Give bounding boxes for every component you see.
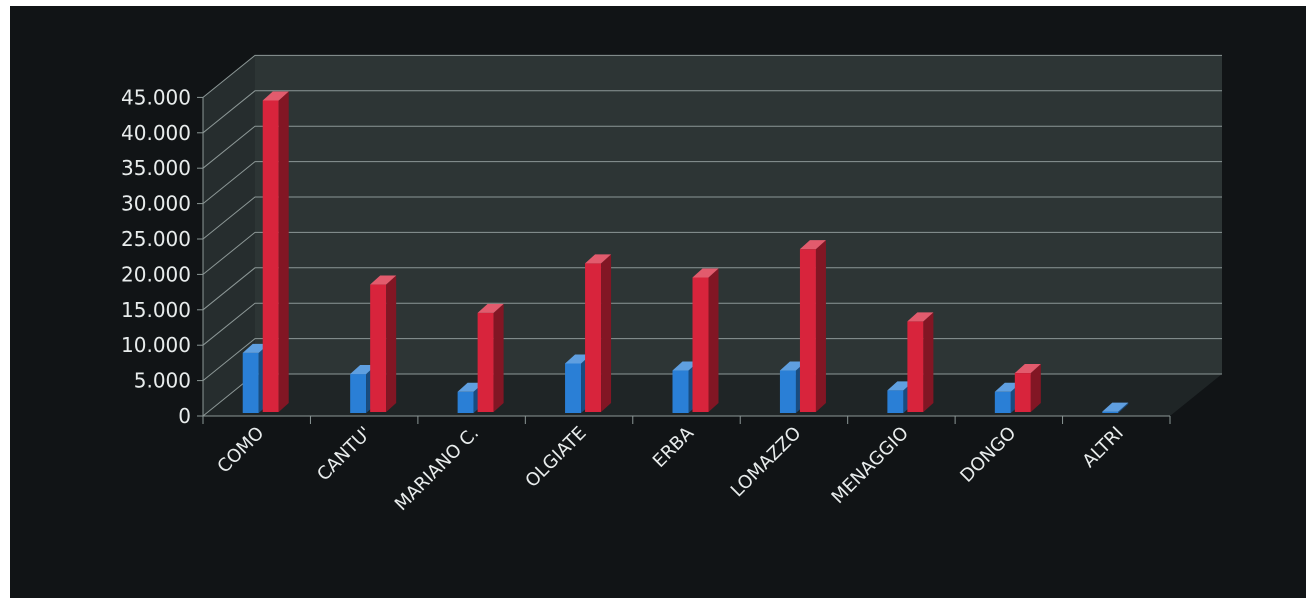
gridline	[202, 267, 1222, 311]
bar-top	[1014, 364, 1041, 374]
bar-series-2	[262, 91, 289, 412]
bar-front	[262, 100, 279, 412]
x-category-label: MARIANO C.	[391, 423, 483, 515]
bar-front	[887, 390, 904, 413]
bar-side	[278, 91, 289, 412]
x-category-label: MENAGGIO	[828, 423, 913, 508]
bar-top	[799, 240, 826, 250]
gridline	[202, 125, 1222, 169]
y-tick-label: 45.000	[121, 85, 191, 109]
x-category-label: COMO	[214, 423, 269, 478]
y-tick-label: 15.000	[121, 298, 191, 322]
y-tick-label: 35.000	[121, 156, 191, 180]
bar-side	[1030, 364, 1041, 412]
bar-top	[585, 254, 612, 264]
x-category-label: DONGO	[956, 423, 1020, 487]
x-category-label: ALTRI	[1079, 423, 1128, 472]
y-tick-label: 20.000	[121, 262, 191, 286]
bar-top	[672, 361, 699, 371]
gridline	[202, 231, 1222, 275]
bar-top	[262, 91, 289, 101]
bar-front	[370, 284, 387, 412]
bar-chart: 0 5.000 10.000 15.000 20.000 25.000 30.000 35.0…	[121, 54, 1222, 515]
bar-top	[350, 365, 377, 375]
bar-front	[994, 391, 1011, 413]
side-wall	[203, 55, 255, 417]
bar-series-1	[1102, 402, 1129, 413]
bar-front	[477, 312, 494, 412]
bar-front	[242, 352, 259, 413]
bar-front	[692, 277, 709, 412]
bar-top	[907, 312, 934, 322]
bar-front	[672, 370, 689, 413]
bar-front	[779, 370, 796, 413]
bar-side	[493, 303, 504, 412]
x-category-label: OLGIATE	[521, 423, 590, 492]
gridlines	[202, 54, 1222, 417]
bar-top	[457, 382, 484, 392]
bar-series-2	[585, 254, 612, 412]
x-category-label: LOMAZZO	[727, 423, 806, 502]
bar-series-2	[1014, 364, 1041, 412]
x-axis-ticks	[202, 416, 1171, 424]
bar-front	[565, 363, 582, 413]
gridline	[202, 90, 1222, 134]
x-category-label: CANTU'	[313, 423, 376, 486]
bar-series-2	[907, 312, 934, 412]
bar-front	[457, 391, 474, 413]
bar-front	[1102, 411, 1119, 413]
bar-front	[1014, 373, 1031, 412]
y-tick-label: 0	[178, 404, 191, 428]
gridline	[202, 54, 1222, 98]
bar-side	[386, 275, 397, 412]
bar-top	[692, 268, 719, 278]
bars	[242, 91, 1129, 413]
bar-front	[799, 249, 816, 412]
y-tick-label: 5.000	[134, 369, 191, 393]
bar-front	[350, 374, 367, 413]
gridline	[202, 302, 1222, 346]
bar-front	[907, 321, 924, 412]
gridline	[202, 338, 1222, 381]
bar-top	[1102, 402, 1129, 412]
bar-side	[708, 268, 719, 412]
y-tick-label: 10.000	[121, 333, 191, 357]
bar-series-2	[692, 268, 719, 412]
bar-series-2	[477, 303, 504, 412]
bar-top	[370, 275, 397, 285]
y-tick-label: 40.000	[121, 121, 191, 145]
chart-panel: 0 5.000 10.000 15.000 20.000 25.000 30.000 35.0…	[10, 6, 1306, 598]
bar-top	[242, 343, 269, 353]
bar-top	[994, 382, 1021, 392]
bar-top	[887, 381, 914, 391]
x-axis-category-labels: COMO CANTU' MARIANO C. OLGIATE ERBA LOMAZZO ME…	[214, 422, 1128, 515]
y-axis-tick-labels: 0 5.000 10.000 15.000 20.000 25.000 30.000 35.0…	[121, 85, 203, 428]
x-category-label: ERBA	[649, 422, 699, 472]
y-tick-label: 25.000	[121, 227, 191, 251]
bar-top	[565, 354, 592, 364]
y-tick-label: 30.000	[121, 192, 191, 216]
bar-top	[477, 303, 504, 313]
bar-side	[601, 254, 612, 412]
bar-top	[779, 361, 806, 371]
gridline	[202, 161, 1222, 204]
gridline	[202, 196, 1222, 240]
bar-series-2	[370, 275, 397, 412]
back-wall	[255, 55, 1222, 375]
bar-side	[1118, 402, 1129, 413]
bar-front	[585, 263, 602, 412]
bar-side	[815, 240, 826, 412]
bar-series-2	[799, 240, 826, 412]
bar-side	[923, 312, 934, 412]
